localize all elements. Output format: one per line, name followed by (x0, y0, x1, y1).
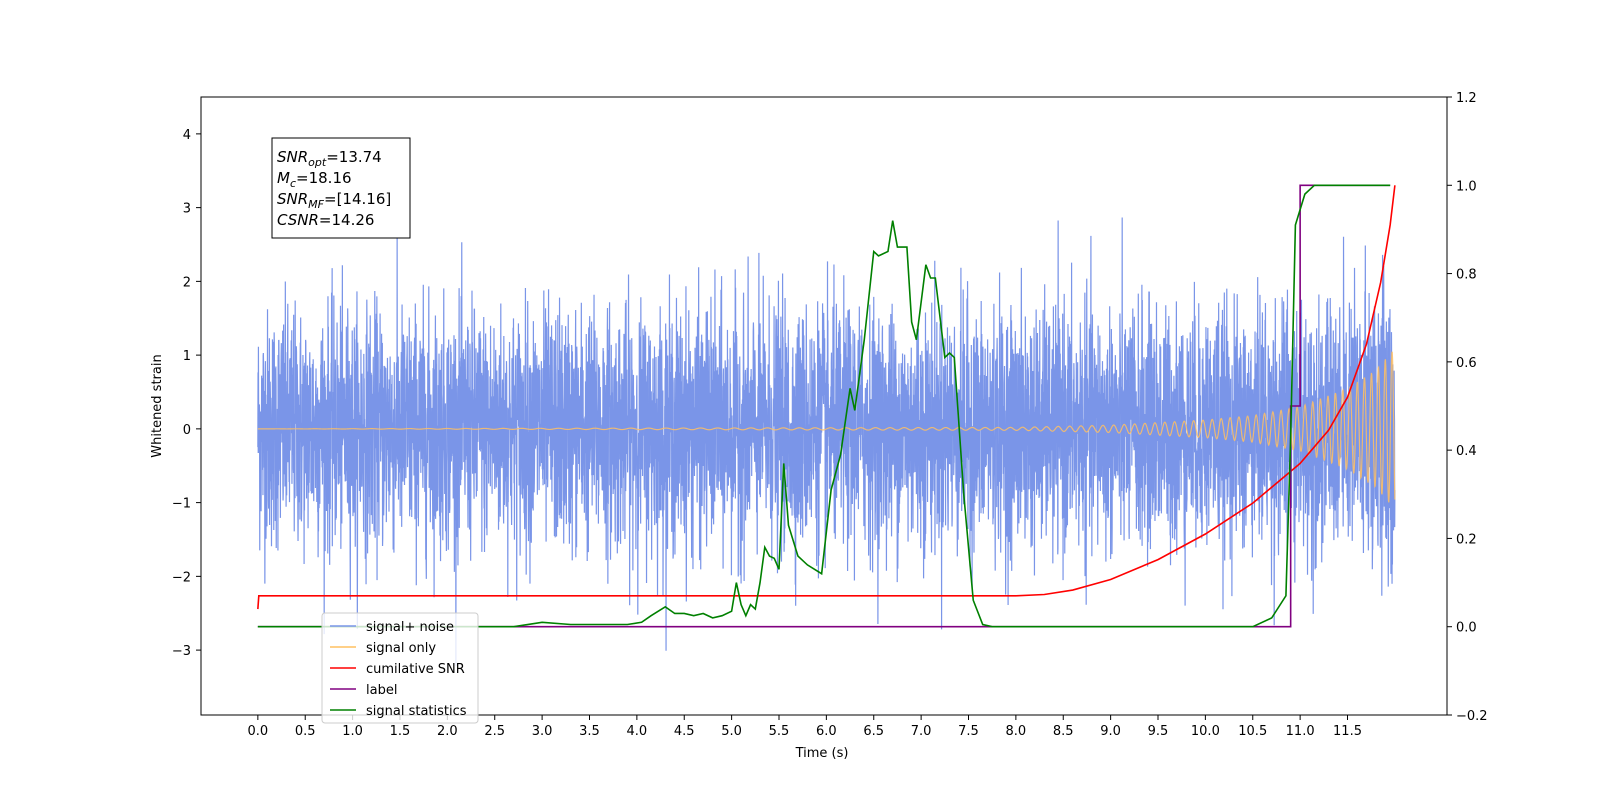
x-axis-label: Time (s) (795, 746, 849, 761)
y2-tick-label: 0.6 (1456, 356, 1477, 371)
series-signal-statistics-line (257, 184, 1391, 628)
x-tick-label: 6.0 (816, 724, 837, 739)
annotation-subscript: opt (308, 156, 327, 169)
y-tick-label: 2 (183, 275, 191, 290)
x-tick-label: 10.0 (1191, 724, 1220, 739)
plot-frame (200, 96, 1448, 716)
legend-frame (321, 612, 479, 724)
x-tick-label: 0.0 (248, 724, 269, 739)
y2-tick-label: 0.2 (1456, 532, 1477, 547)
x-tick-label: 2.5 (484, 724, 505, 739)
y2-tick-label: 0.0 (1456, 621, 1477, 636)
annotation-value: =13.74 (326, 148, 382, 166)
x-tick-label: 9.5 (1148, 724, 1169, 739)
y-tick-label: 3 (183, 202, 191, 217)
legend-label: signal statistics (366, 704, 467, 719)
x-tick-label: 0.5 (295, 724, 316, 739)
x-tick-label: 5.0 (721, 724, 742, 739)
annotation-line: CSNR=14.26 (277, 211, 374, 229)
series-layer (257, 184, 1396, 666)
series-cumulative-snr-line (257, 185, 1396, 610)
x-tick-label: 11.5 (1333, 724, 1362, 739)
legend-label: cumilative SNR (366, 662, 465, 677)
series-signal-only-line (257, 351, 1396, 503)
y-tick-label: 4 (183, 128, 191, 143)
annotation-frame (271, 137, 411, 239)
annotation-symbol: SNR (277, 190, 308, 208)
x-tick-label: 4.0 (627, 724, 648, 739)
x-tick-label: 7.0 (911, 724, 932, 739)
y2-tick-label: 1.2 (1456, 91, 1477, 106)
annotation-subscript: MF (308, 198, 324, 211)
x-tick-label: 5.5 (769, 724, 790, 739)
annotation-box: SNRopt=13.74Mc=18.16SNRMF=[14.16]CSNR=14… (271, 137, 411, 239)
x-tick-label: 4.5 (674, 724, 695, 739)
y-tick-label: −3 (172, 644, 191, 659)
legend-label: signal+ noise (366, 620, 454, 635)
x-tick-label: 10.5 (1238, 724, 1267, 739)
annotation-line: SNRMF=[14.16] (277, 190, 391, 211)
left-y-axis: −3 −2 −1 0 1 2 3 4 (172, 128, 201, 659)
legend: signal+ noise signal only cumilative SNR la… (321, 612, 479, 724)
x-tick-label: 1.5 (390, 724, 411, 739)
annotation-line: SNRopt=13.74 (277, 148, 382, 169)
y2-tick-label: 0.4 (1456, 444, 1477, 459)
y2-tick-label: 1.0 (1456, 179, 1477, 194)
x-tick-label: 11.0 (1286, 724, 1315, 739)
annotation-line: Mc=18.16 (277, 169, 352, 190)
y-tick-label: −2 (172, 570, 191, 585)
y-tick-label: 1 (183, 349, 191, 364)
annotation-value: =[14.16] (324, 190, 391, 208)
x-axis: 0.0 0.5 1.0 1.5 2.0 2.5 3.0 3.5 4.0 4.5 5.0 5.5 6.0 6… (248, 715, 1362, 739)
x-tick-label: 8.0 (1006, 724, 1027, 739)
annotation-value: =18.16 (296, 169, 352, 187)
y2-tick-label: −0.2 (1456, 709, 1488, 724)
annotation-symbol: CSNR (277, 211, 319, 229)
y-axis-label: Whitened strain (150, 354, 165, 457)
x-tick-label: 3.0 (532, 724, 553, 739)
x-tick-label: 1.0 (342, 724, 363, 739)
y-tick-label: 0 (183, 423, 191, 438)
x-tick-label: 6.5 (863, 724, 884, 739)
y2-tick-label: 0.8 (1456, 268, 1477, 283)
y-tick-label: −1 (172, 497, 191, 512)
x-tick-label: 9.0 (1100, 724, 1121, 739)
annotation-subscript: c (290, 177, 296, 190)
annotation-value: =14.26 (319, 211, 375, 229)
x-tick-label: 8.5 (1053, 724, 1074, 739)
right-y-axis: −0.2 0.0 0.2 0.4 0.6 0.8 1.0 1.2 (1447, 91, 1488, 724)
legend-label: label (366, 683, 397, 698)
x-tick-label: 3.5 (579, 724, 600, 739)
x-tick-label: 7.5 (958, 724, 979, 739)
annotation-symbol: M (277, 169, 290, 187)
legend-label: signal only (366, 641, 436, 656)
x-tick-label: 2.0 (437, 724, 458, 739)
series-signal-noise-line (257, 217, 1396, 666)
annotation-symbol: SNR (277, 148, 308, 166)
